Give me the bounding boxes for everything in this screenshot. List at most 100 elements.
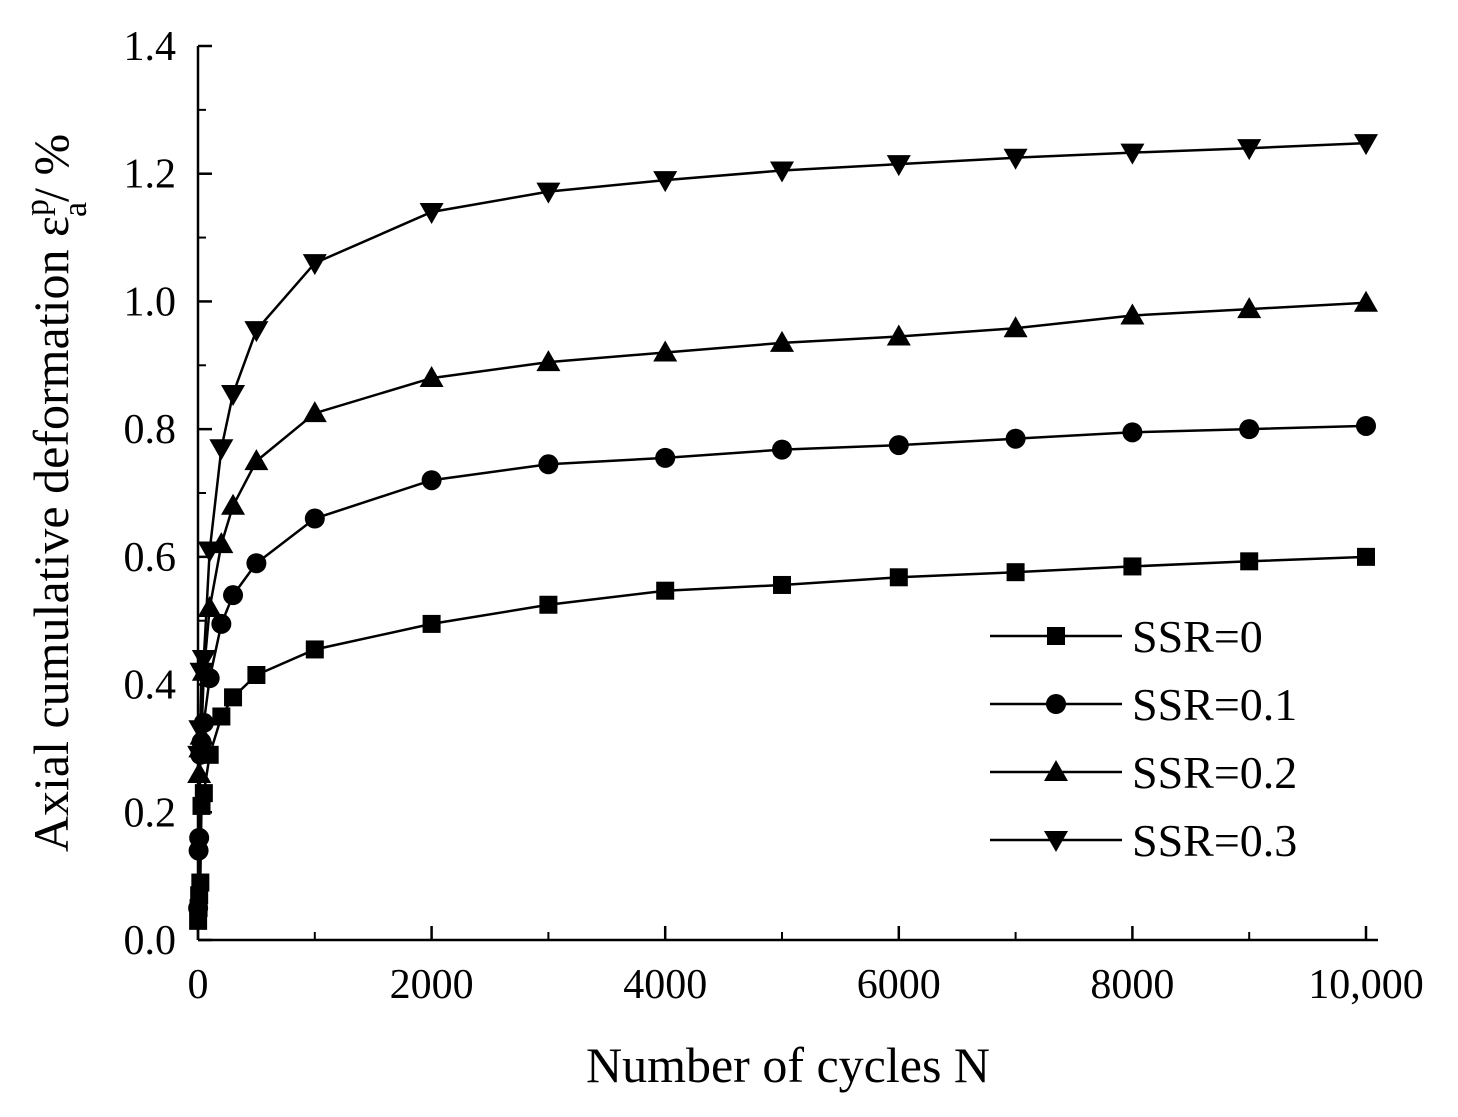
data-point bbox=[212, 707, 231, 726]
y-tick-label: 0.0 bbox=[124, 918, 177, 964]
data-point bbox=[419, 203, 444, 225]
y-axis-title-subscript: a bbox=[57, 202, 94, 217]
data-point bbox=[1006, 563, 1025, 582]
data-point bbox=[1357, 547, 1375, 566]
data-point bbox=[221, 493, 246, 515]
x-tick-label: 8000 bbox=[1090, 962, 1174, 1008]
series-4 bbox=[187, 134, 1378, 767]
data-point bbox=[305, 640, 324, 659]
x-tick-label: 0 bbox=[188, 962, 209, 1008]
x-tick-label: 10,000 bbox=[1308, 962, 1424, 1008]
data-point bbox=[223, 585, 244, 606]
data-point bbox=[536, 350, 561, 372]
data-point bbox=[302, 401, 327, 423]
y-tick-label: 0.2 bbox=[124, 790, 177, 836]
y-tick-label: 0.4 bbox=[124, 663, 177, 709]
legend-label: SSR=0 bbox=[1132, 611, 1263, 662]
data-point bbox=[197, 541, 222, 563]
legend-label: SSR=0.2 bbox=[1132, 747, 1297, 798]
data-point bbox=[653, 340, 678, 362]
data-point bbox=[209, 439, 234, 461]
data-point bbox=[197, 595, 222, 617]
data-point bbox=[539, 595, 558, 614]
data-point bbox=[1356, 415, 1376, 436]
y-tick-label: 1.0 bbox=[124, 279, 177, 325]
plot-series bbox=[187, 134, 1378, 930]
data-point bbox=[221, 385, 246, 407]
data-point bbox=[422, 614, 441, 633]
data-point bbox=[886, 324, 911, 346]
x-tick-label: 2000 bbox=[390, 962, 474, 1008]
data-point bbox=[773, 575, 791, 594]
data-point bbox=[889, 568, 908, 587]
data-point bbox=[770, 161, 794, 183]
data-point bbox=[421, 470, 442, 491]
data-point bbox=[187, 745, 212, 767]
x-tick-label: 4000 bbox=[623, 962, 707, 1008]
data-point bbox=[772, 439, 792, 460]
y-tick-label: 0.8 bbox=[124, 407, 177, 453]
data-point bbox=[246, 553, 267, 574]
y-tick-label: 0.6 bbox=[124, 535, 177, 581]
y-tick-label: 1.2 bbox=[124, 152, 177, 198]
data-point bbox=[888, 435, 909, 456]
data-point bbox=[656, 581, 675, 600]
data-point bbox=[244, 449, 269, 471]
data-point bbox=[191, 650, 216, 672]
data-point bbox=[187, 761, 212, 783]
axes bbox=[196, 46, 1378, 942]
data-point bbox=[189, 662, 214, 684]
data-point bbox=[886, 155, 911, 177]
x-axis-title: Number of cycles N bbox=[586, 1037, 990, 1093]
y-axis-title-main: Axial cumulative deformation ε bbox=[23, 216, 79, 852]
data-point bbox=[1239, 419, 1260, 440]
data-point bbox=[1237, 297, 1262, 319]
data-point bbox=[1005, 428, 1026, 449]
data-point bbox=[302, 254, 327, 276]
y-tick-label: 1.4 bbox=[124, 24, 177, 70]
data-point bbox=[1123, 557, 1142, 576]
data-point bbox=[1003, 148, 1028, 170]
series-3 bbox=[187, 290, 1378, 783]
data-point bbox=[194, 784, 213, 803]
data-point bbox=[1237, 139, 1262, 161]
data-point bbox=[211, 613, 232, 634]
data-point bbox=[1120, 143, 1145, 165]
data-point bbox=[304, 508, 325, 529]
legend-marker bbox=[1044, 760, 1068, 781]
data-point bbox=[224, 688, 243, 707]
y-axis-title: Axial cumulative deformation εpa/ % bbox=[19, 134, 94, 852]
legend-entry: SSR=0.2 bbox=[990, 747, 1297, 798]
data-point bbox=[1120, 303, 1145, 325]
data-point bbox=[653, 171, 678, 193]
data-point bbox=[1240, 552, 1259, 571]
y-axis-title-superscript: p bbox=[19, 199, 56, 216]
series-1 bbox=[189, 547, 1375, 930]
legend-marker bbox=[1047, 627, 1065, 645]
data-point bbox=[189, 827, 210, 848]
legend-label: SSR=0.3 bbox=[1132, 815, 1297, 866]
x-tick-label: 6000 bbox=[857, 962, 941, 1008]
data-point bbox=[538, 454, 559, 475]
data-point bbox=[191, 873, 210, 892]
data-point bbox=[1122, 422, 1143, 443]
data-point bbox=[655, 447, 676, 468]
series-line bbox=[197, 301, 1367, 775]
legend-entry: SSR=0.3 bbox=[990, 815, 1297, 866]
legend: SSR=0 SSR=0.1 SSR=0.2 SSR=0.3 bbox=[990, 611, 1297, 866]
legend-marker bbox=[1044, 831, 1068, 852]
svg-text:Axial cumulative deformation ε: Axial cumulative deformation εpa/ % bbox=[19, 134, 94, 852]
data-point bbox=[244, 321, 269, 343]
y-axis-title-unit: / % bbox=[23, 134, 79, 202]
data-point bbox=[419, 366, 444, 388]
data-point bbox=[247, 665, 266, 684]
legend-entry: SSR=0.1 bbox=[990, 679, 1297, 730]
data-point bbox=[536, 182, 561, 204]
data-point bbox=[770, 330, 794, 352]
legend-label: SSR=0.1 bbox=[1132, 679, 1297, 730]
data-point bbox=[1003, 316, 1028, 338]
series-line bbox=[196, 555, 1367, 921]
tick-labels: 0.0 0.2 0.4 0.6 0.8 1.0 1.2 1.4 0 2000 4000 6000 800… bbox=[124, 24, 1424, 1008]
data-point bbox=[1354, 290, 1378, 312]
